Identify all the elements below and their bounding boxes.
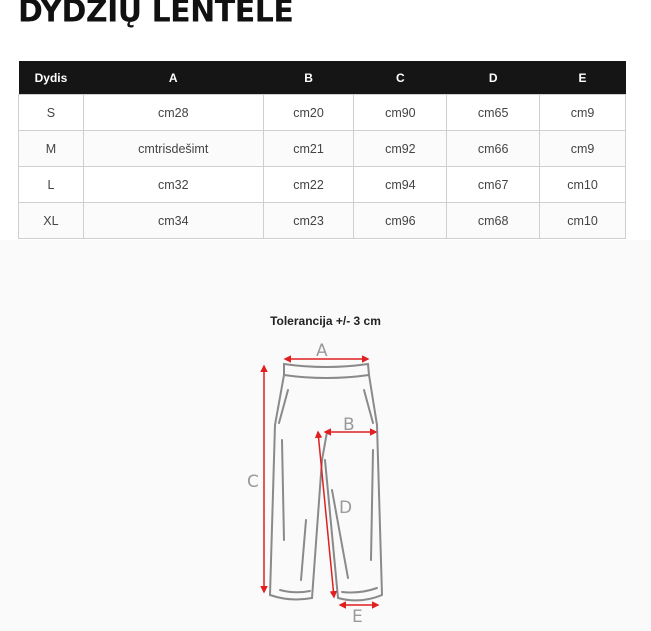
header-c: C [353, 61, 447, 95]
measurement-cell: cmtrisdešimt [82, 130, 264, 167]
header-e: E [539, 61, 626, 95]
size-cell: XL [18, 202, 84, 239]
measurement-cell: cm9 [539, 94, 626, 131]
measurement-cell: cm28 [82, 94, 264, 131]
measurement-cell: cm66 [446, 130, 541, 167]
header-a: A [83, 61, 264, 95]
header-size: Dydis [18, 61, 84, 95]
measurement-cell: cm94 [353, 166, 448, 203]
size-cell: L [18, 166, 84, 203]
measurement-cell: cm96 [353, 202, 448, 239]
header-b: B [263, 61, 354, 95]
label-e: E [352, 607, 363, 627]
label-d: D [339, 498, 352, 518]
label-b: B [343, 415, 355, 435]
measurement-cell: cm92 [353, 130, 448, 167]
measurement-arrows [260, 355, 380, 609]
measurement-cell: cm22 [262, 166, 355, 203]
measurement-cell: cm10 [539, 202, 626, 239]
size-cell: M [18, 130, 84, 167]
measurement-cell: cm34 [82, 202, 264, 239]
page-title: DYDŽIŲ LENTELĖ [18, 0, 294, 30]
table-header: Dydis A B C D E [18, 61, 626, 95]
label-c: C [247, 472, 259, 492]
table-row: XL cm34 cm23 cm96 cm68 cm10 [18, 202, 626, 239]
size-cell: S [18, 94, 84, 131]
tolerance-note: Tolerancija +/- 3 cm [270, 314, 381, 328]
header-d: D [446, 61, 540, 95]
measurement-cell: cm10 [539, 166, 626, 203]
pants-outline [268, 362, 384, 602]
measurement-cell: cm68 [446, 202, 541, 239]
measurement-cell: cm32 [82, 166, 264, 203]
measurement-cell: cm21 [262, 130, 355, 167]
label-a: A [316, 341, 328, 361]
arrow-d [314, 430, 338, 599]
